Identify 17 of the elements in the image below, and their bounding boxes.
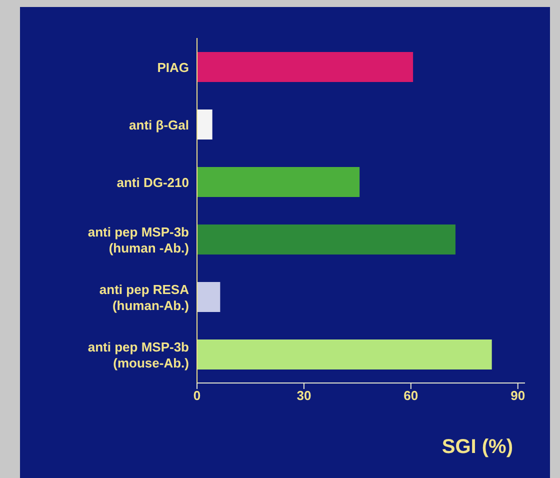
y-tick-label: anti DG-210 <box>116 174 189 190</box>
bar <box>197 282 220 312</box>
x-tick-label: 30 <box>296 388 312 404</box>
bar <box>197 224 456 254</box>
y-tick-label: anti pep MSP-3b (mouse-Ab.) <box>88 338 190 370</box>
bar <box>197 110 212 140</box>
bar <box>197 52 414 82</box>
x-axis-title: SGI (%) <box>442 436 513 458</box>
x-tick-label: 90 <box>510 388 526 404</box>
bar <box>197 167 360 197</box>
y-tick-label: anti pep MSP-3b (human -Ab.) <box>88 224 190 255</box>
y-tick-label: anti pep RESA (human-Ab.) <box>99 281 190 312</box>
y-tick-label: anti β-Gal <box>129 116 189 132</box>
x-tick-label: 60 <box>404 388 418 404</box>
x-tick-label: 0 <box>193 388 201 404</box>
y-tick-label: PIAG <box>157 59 189 74</box>
bar <box>197 340 492 370</box>
